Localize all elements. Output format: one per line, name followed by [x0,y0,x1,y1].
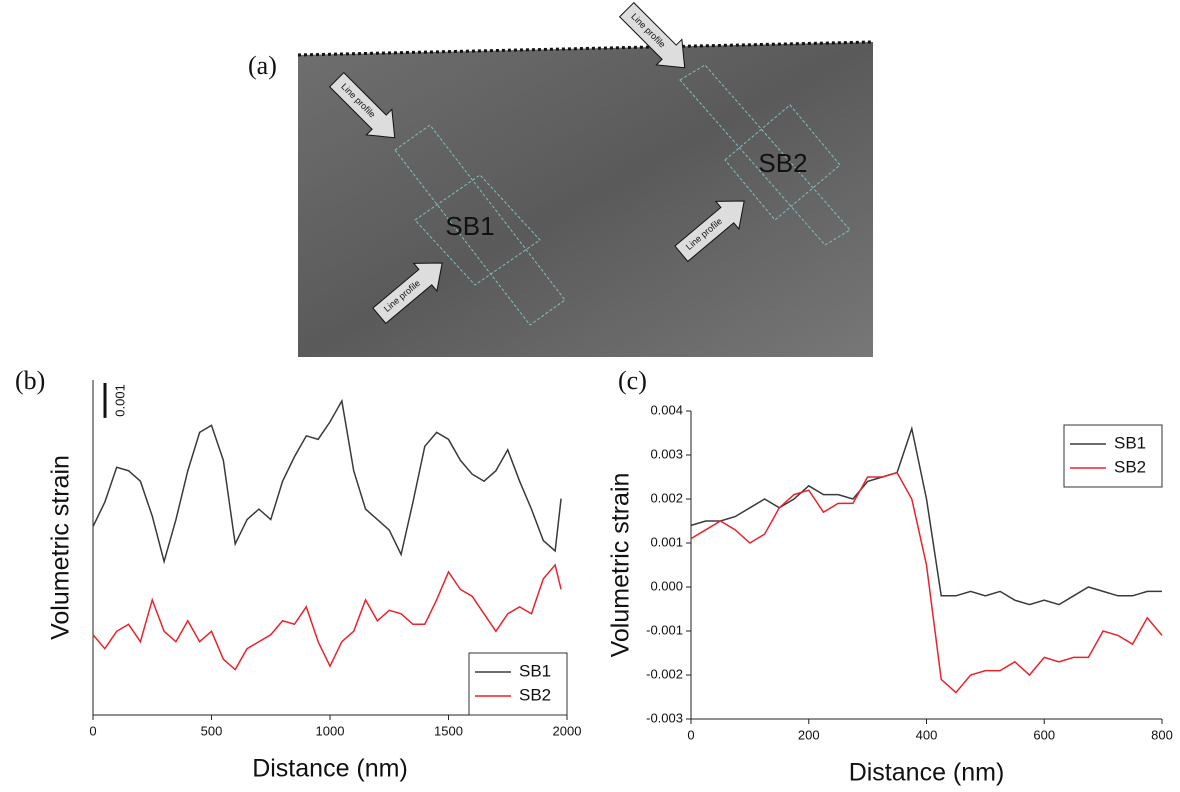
x-tick-label: 1000 [316,723,345,738]
line [92,563,562,671]
x-axis-title: Distance (nm) [849,759,1005,787]
legend-label: SB1 [1114,433,1146,452]
box [414,174,541,286]
box [394,124,566,326]
y-tick-label: 0.000 [650,578,683,593]
x-tick-label: 600 [1033,727,1055,742]
y-tick-label: 0.001 [650,534,683,549]
legend-label: SB1 [519,661,551,680]
y-axis-title: Volumetric strain [607,473,635,658]
y-tick-label: -0.002 [646,666,683,681]
box [679,64,851,246]
y-tick-label: 0.002 [650,490,683,505]
legend-label: SB2 [1114,457,1146,476]
x-tick-label: 500 [201,723,223,738]
y-tick-label: 0.004 [650,402,683,417]
y-tick-label: -0.001 [646,622,683,637]
x-tick-label: 1500 [434,723,463,738]
x-tick-label: 0 [687,727,694,742]
line [690,471,1163,694]
x-tick-label: 2000 [553,723,582,738]
x-tick-label: 0 [89,723,96,738]
x-tick-label: 200 [798,727,820,742]
panel-label: (a) [248,51,277,80]
arrow: Line profile [674,200,745,263]
annotation: SB2 [758,148,807,178]
scale-bar-label: 0.001 [112,384,127,417]
legend-box [1063,424,1163,488]
y-axis-title: Volumetric strain [47,455,75,640]
line [690,425,1162,606]
x-tick-label: 400 [916,727,938,742]
micrograph [298,42,873,357]
panel-label: (b) [15,366,45,395]
annotation: SB1 [445,211,494,241]
y-tick-label: 0.003 [650,446,683,461]
line [92,398,562,565]
legend-label: SB2 [519,685,551,704]
x-tick-label: 800 [1151,727,1173,742]
y-tick-label: -0.003 [646,710,683,725]
panel-label: (c) [618,366,647,395]
legend-box [468,652,568,716]
box [724,104,841,221]
image-panel: (a) SB1 SB2 Line profile Line profile Li… [248,1,874,357]
x-axis-title: Distance (nm) [252,755,408,783]
